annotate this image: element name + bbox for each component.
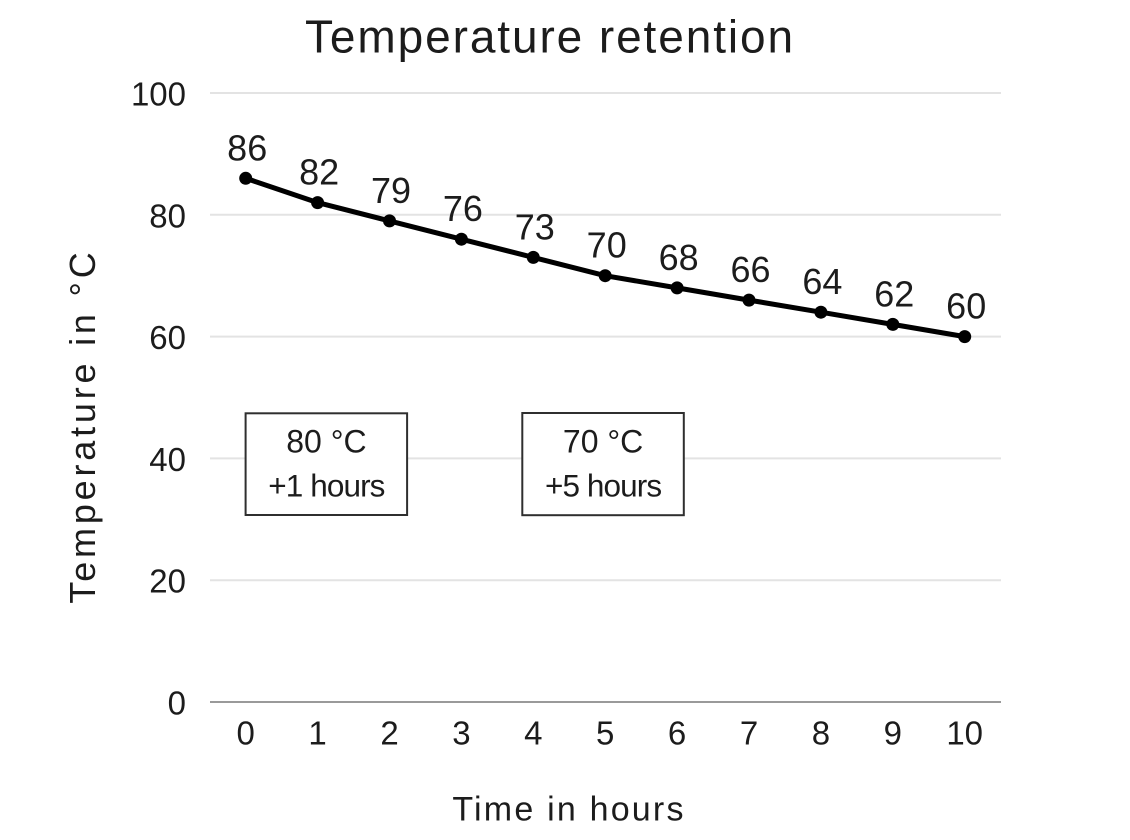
svg-text:1: 1 — [308, 715, 326, 752]
svg-text:+1 hours: +1 hours — [268, 468, 384, 504]
svg-text:7: 7 — [740, 715, 758, 752]
svg-text:62: 62 — [874, 273, 914, 314]
svg-text:70 °C: 70 °C — [563, 424, 643, 460]
svg-text:100: 100 — [131, 76, 186, 113]
svg-text:86: 86 — [227, 127, 267, 168]
svg-text:60: 60 — [149, 319, 186, 356]
svg-text:73: 73 — [515, 206, 555, 247]
svg-text:79: 79 — [371, 170, 411, 211]
svg-text:Temperature in °C: Temperature in °C — [62, 248, 103, 603]
svg-text:70: 70 — [587, 225, 627, 266]
svg-text:0: 0 — [168, 685, 186, 722]
svg-text:40: 40 — [149, 441, 186, 478]
svg-text:20: 20 — [149, 563, 186, 600]
svg-text:82: 82 — [299, 152, 339, 193]
svg-text:10: 10 — [946, 715, 983, 752]
svg-text:5: 5 — [596, 715, 614, 752]
svg-text:80: 80 — [149, 197, 186, 234]
svg-text:80 °C: 80 °C — [286, 424, 366, 460]
svg-text:Time in hours: Time in hours — [452, 791, 685, 829]
svg-text:66: 66 — [730, 249, 770, 290]
svg-text:68: 68 — [659, 237, 699, 278]
svg-text:64: 64 — [802, 261, 842, 302]
svg-text:3: 3 — [452, 715, 470, 752]
svg-text:60: 60 — [946, 286, 986, 327]
svg-text:6: 6 — [668, 715, 686, 752]
svg-text:+5 hours: +5 hours — [545, 468, 661, 504]
svg-text:2: 2 — [380, 715, 398, 752]
svg-text:0: 0 — [237, 715, 255, 752]
svg-text:76: 76 — [443, 188, 483, 229]
svg-text:9: 9 — [884, 715, 902, 752]
svg-text:4: 4 — [524, 715, 542, 752]
svg-text:8: 8 — [812, 715, 830, 752]
svg-text:Temperature retention: Temperature retention — [305, 11, 795, 63]
